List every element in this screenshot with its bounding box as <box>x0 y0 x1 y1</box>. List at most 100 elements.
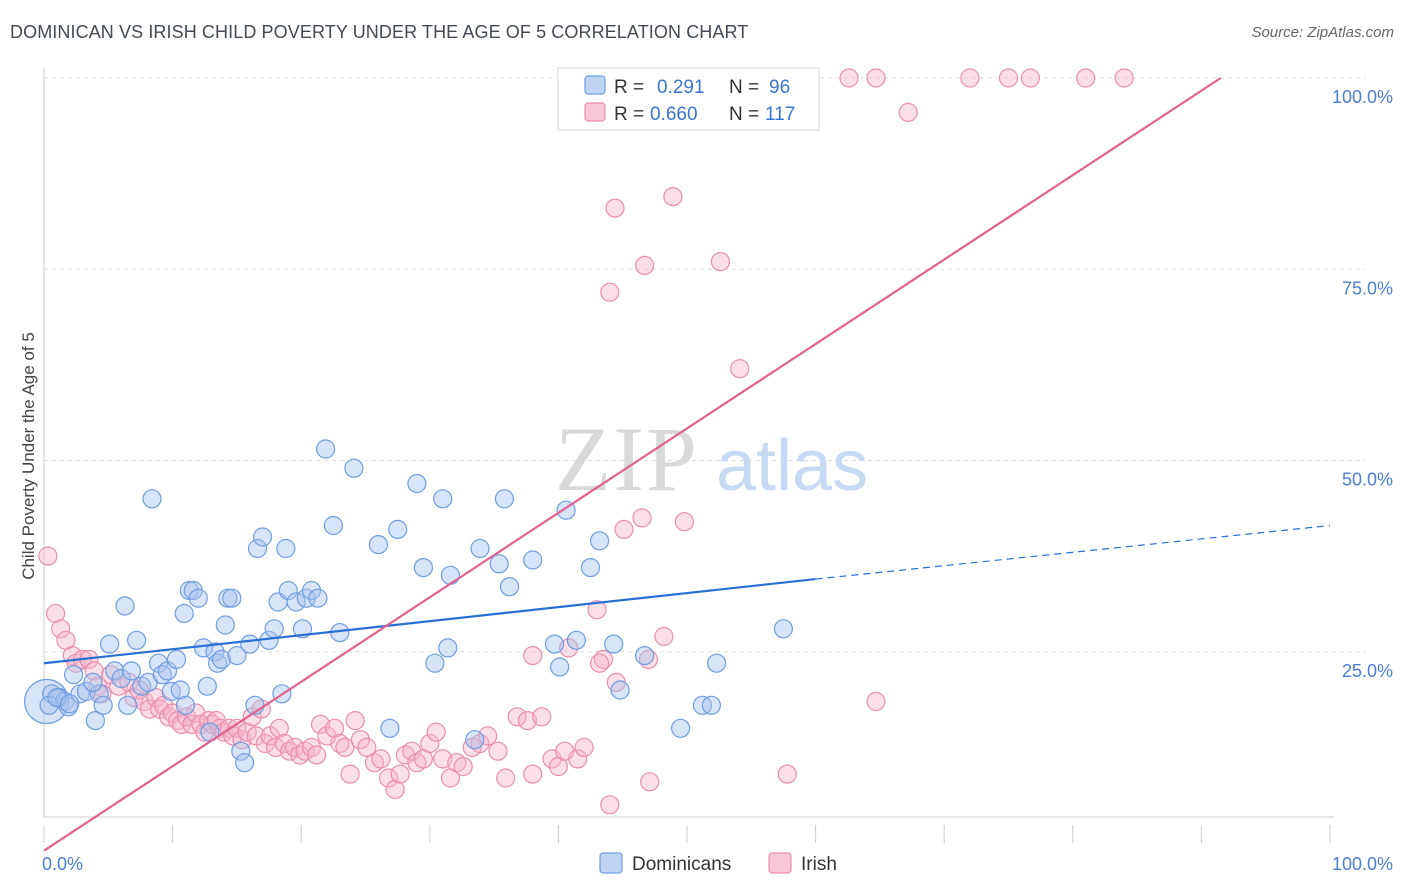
irish-point-74 <box>433 749 453 769</box>
irish-trend-line <box>43 77 1222 852</box>
bottom-legend-label-irish: Irish <box>801 854 837 875</box>
irish-point-69 <box>402 741 422 761</box>
dominican-point-42 <box>235 753 255 773</box>
irish-point-83 <box>507 707 527 727</box>
irish-point-60 <box>345 710 365 731</box>
bottom-legend-swatch-dominicans <box>599 852 623 874</box>
dominican-point-81 <box>580 557 601 578</box>
irish-point-108 <box>674 512 695 532</box>
y-axis-title: Child Poverty Under the Age of 5 <box>19 332 38 580</box>
dominican-point-63 <box>380 718 400 738</box>
dominican-point-91 <box>39 695 59 715</box>
irish-point-48 <box>280 741 300 761</box>
legend-n-label-dominicans: N = <box>729 77 759 98</box>
irish-point-11 <box>101 665 121 685</box>
dominican-point-89 <box>706 653 727 673</box>
irish-point-105 <box>605 198 625 218</box>
irish-point-120 <box>866 691 886 712</box>
dominican-point-10 <box>93 695 113 715</box>
irish-point-82 <box>496 768 516 788</box>
dominican-point-80 <box>566 630 587 650</box>
y-tick-labels: 25.0% 50.0% 75.0% 100.0% <box>1332 87 1393 681</box>
irish-point-79 <box>470 733 490 754</box>
dominican-point-56 <box>301 580 322 601</box>
dominican-point-36 <box>211 649 232 670</box>
dominican-trend-line <box>43 577 816 665</box>
dominican-point-54 <box>292 619 313 639</box>
irish-point-126 <box>1076 68 1096 88</box>
irish-point-116 <box>960 68 980 88</box>
irish-point-61 <box>350 730 370 750</box>
irish-point-72 <box>420 733 440 754</box>
legend-r-value-dominicans: 0.291 <box>657 77 705 98</box>
x-ticks <box>43 825 1331 843</box>
dominican-point-66 <box>413 557 433 578</box>
chart-title: DOMINICAN VS IRISH CHILD POVERTY UNDER T… <box>10 22 749 42</box>
x-tick-labels: 0.0% 100.0% <box>42 854 1393 874</box>
dominican-points <box>23 439 794 773</box>
irish-point-96 <box>589 653 610 673</box>
irish-point-115 <box>898 102 918 123</box>
dominican-trend-extension <box>815 524 1331 580</box>
irish-point-90 <box>568 749 588 769</box>
legend-r-value-irish: 0.660 <box>650 104 698 125</box>
dominican-point-83 <box>604 634 624 654</box>
dominican-point-32 <box>197 676 217 696</box>
irish-point-62 <box>357 737 377 758</box>
dominican-point-93 <box>60 694 80 714</box>
irish-point-50 <box>290 745 310 765</box>
dominican-point-85 <box>634 645 655 666</box>
dominican-point-73 <box>489 554 509 574</box>
dominican-point-9 <box>89 684 109 704</box>
irish-point-93 <box>593 649 614 670</box>
irish-point-29 <box>195 722 215 742</box>
irish-point-106 <box>634 255 655 275</box>
dominican-point-19 <box>142 489 162 509</box>
dominican-point-15 <box>121 661 141 681</box>
legend-box: R = 0.291 N = 96 R = 0.660 N = 117 <box>557 67 820 131</box>
dominican-point-62 <box>368 534 388 555</box>
dominican-point-61 <box>344 458 364 478</box>
irish-point-109 <box>710 252 731 272</box>
irish-point-110 <box>730 359 750 379</box>
dominican-point-67 <box>425 653 445 673</box>
chart-source: Source: ZipAtlas.com <box>1251 24 1394 41</box>
legend-n-value-dominicans: 96 <box>769 77 790 98</box>
dominican-point-40 <box>227 645 247 666</box>
dominican-point-46 <box>253 527 273 547</box>
dominican-point-75 <box>499 577 520 597</box>
irish-point-81 <box>488 741 508 761</box>
irish-point-37 <box>227 718 247 738</box>
dominican-point-34 <box>205 642 225 662</box>
dominican-point-88 <box>701 695 722 715</box>
dominican-point-27 <box>175 695 196 715</box>
irish-point-100 <box>654 626 674 647</box>
irish-point-94 <box>600 795 620 815</box>
irish-point-117 <box>998 68 1019 88</box>
irish-point-53 <box>307 745 327 765</box>
x-tick-label-0: 0.0% <box>42 854 83 874</box>
legend-n-label-irish: N = <box>729 104 759 125</box>
irish-point-67 <box>390 764 410 784</box>
irish-point-99 <box>638 649 659 670</box>
y-tick-label-0: 25.0% <box>1342 661 1393 681</box>
irish-point-0 <box>38 546 58 566</box>
dominican-point-76 <box>523 550 543 570</box>
dominican-point-64 <box>388 519 408 540</box>
dominican-point-68 <box>433 489 453 509</box>
irish-point-98 <box>559 638 579 658</box>
dominican-point-84 <box>610 680 630 700</box>
irish-point-92 <box>587 600 607 620</box>
dominican-point-69 <box>438 638 458 658</box>
dominican-point-57 <box>308 588 328 608</box>
irish-point-66 <box>385 779 405 800</box>
dominican-point-37 <box>215 615 235 635</box>
bottom-legend: Dominicans Irish <box>599 852 837 875</box>
irish-point-65 <box>379 768 399 788</box>
irish-point-114 <box>866 68 886 88</box>
dominican-point-51 <box>276 538 296 559</box>
dominican-point-71 <box>465 730 485 750</box>
grid-lines <box>44 77 1366 653</box>
dominican-point-14 <box>115 596 135 616</box>
irish-point-2 <box>51 619 71 639</box>
